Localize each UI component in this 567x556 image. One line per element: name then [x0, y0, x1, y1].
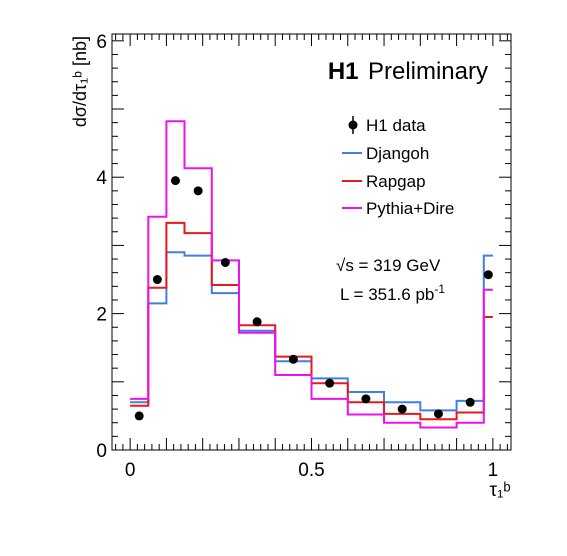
data-point: [193, 186, 203, 196]
y-tick-label: 2: [96, 305, 107, 326]
brand-name: H1: [328, 58, 359, 85]
y-tick-label: 0: [96, 441, 107, 462]
legend-entry-rapgap: Rapgap: [342, 172, 426, 191]
x-tick-label: 1: [488, 460, 499, 481]
legend-marker-h1-data: [348, 120, 358, 130]
y-axis-label: dσ/dτ₁ᵇ [nb]: [70, 36, 90, 127]
data-point: [288, 354, 298, 364]
x-tick-label: 0.5: [298, 460, 324, 481]
legend-label-h1-data: H1 data: [366, 116, 426, 135]
data-point: [220, 257, 230, 267]
legend-label-djangoh: Djangoh: [366, 144, 429, 163]
data-point: [483, 270, 493, 280]
legend-label-rapgap: Rapgap: [366, 172, 426, 191]
brand-title: H1 Preliminary: [328, 58, 488, 85]
y-tick-label: 4: [96, 168, 107, 189]
legend-label-pythia-dire: Pythia+Dire: [366, 199, 454, 218]
annotation-luminosity-exponent: -1: [434, 282, 445, 296]
legend-entry-djangoh: Djangoh: [342, 144, 429, 163]
chart-title: Preliminary: [368, 58, 488, 85]
legend: H1 data Djangoh Rapgap Pythia+Dire: [342, 116, 454, 218]
axis-ticks: [112, 34, 511, 451]
annotation-luminosity-value: L = 351.6 pb: [340, 285, 434, 304]
y-tick-label: 6: [96, 32, 107, 53]
data-point: [134, 411, 144, 421]
data-points: [134, 176, 493, 421]
x-axis-label: τ₁ᵇ: [489, 480, 510, 501]
data-point: [325, 378, 335, 388]
data-point: [433, 409, 443, 419]
annotation-luminosity: L = 351.6 pb-1: [340, 282, 445, 304]
data-point: [397, 404, 407, 414]
data-point: [152, 275, 162, 285]
series-line-pythia-dire: [130, 120, 493, 429]
data-point: [170, 176, 180, 186]
tick-labels: 0 0.5 1 0 2 4 6: [96, 32, 498, 481]
annotation-sqrt-s: √s = 319 GeV: [336, 256, 441, 275]
legend-entry-pythia-dire: Pythia+Dire: [342, 199, 454, 218]
x-tick-label: 0: [125, 460, 136, 481]
data-point: [465, 397, 475, 407]
data-point: [252, 317, 262, 327]
data-point: [361, 394, 371, 404]
legend-entry-h1-data: H1 data: [348, 116, 426, 135]
